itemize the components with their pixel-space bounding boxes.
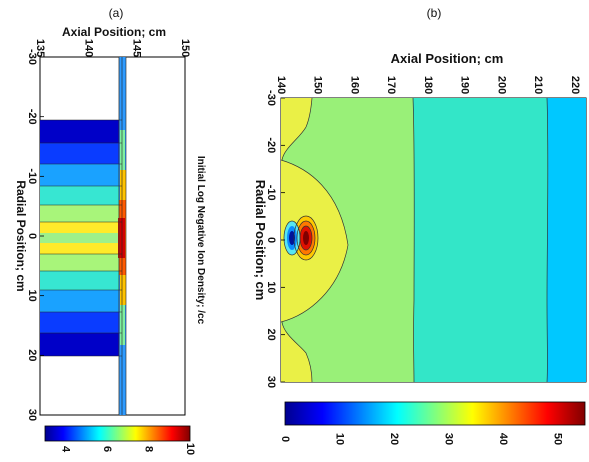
panel-a: (a) Axial Position; cm 135 140 145 150: [14, 6, 206, 455]
x-tick-label: 140: [82, 39, 94, 57]
panel-a-xlabel: Axial Position; cm: [62, 25, 166, 39]
x-tick-label: 180: [422, 76, 434, 94]
panel-a-colorbar-gradient: [44, 425, 191, 442]
y-tick-label: -20: [26, 109, 38, 125]
colorbar-tick-label: 8: [143, 446, 155, 452]
y-tick-label: 0: [26, 233, 38, 239]
panel-a-title: Initial Log Negative Ion Density; /cc: [195, 156, 206, 325]
panel-a-y-ticks: -30 -20 -10 0 10 20 30: [26, 49, 44, 421]
panel-a-contours: [40, 57, 127, 415]
contour-band: [118, 218, 125, 258]
panel-b-xlabel: Axial Position; cm: [391, 51, 504, 66]
y-tick-label: 10: [26, 290, 38, 302]
y-tick-label: 20: [26, 349, 38, 361]
colorbar-tick-label: 10: [184, 443, 196, 455]
panel-a-label: (a): [109, 6, 124, 20]
colorbar-tick-label: 6: [101, 446, 113, 452]
panel-b: (b) Axial Position; cm 140 150 160 170 180 19…: [253, 6, 587, 445]
contour-band: [40, 233, 120, 243]
colorbar-tick-label: 4: [60, 446, 72, 453]
panel-b-plot: [280, 97, 587, 383]
y-tick-label: -10: [26, 168, 38, 184]
y-tick-label: 10: [265, 281, 277, 293]
panel-b-x-ticks: 140 150 160 170 180 190 200 210 220: [275, 76, 581, 102]
colorbar-tick-label: 30: [443, 433, 455, 445]
colorbar-tick-label: 20: [388, 433, 400, 445]
x-tick-label: 220: [569, 76, 581, 94]
contour-lines: [40, 57, 127, 415]
x-tick-label: 140: [275, 76, 287, 94]
panel-b-colorbar-gradient: [284, 401, 586, 426]
x-tick-label: 150: [312, 76, 324, 94]
cold-spot-core: [289, 231, 295, 245]
panel-b-y-ticks: -30 -20 -10 0 10 20 30: [265, 90, 285, 388]
x-tick-label: 190: [459, 76, 471, 94]
contour-lines: [281, 98, 549, 382]
panel-b-ylabel: Radial Position; cm: [253, 180, 268, 301]
y-tick-label: 0: [265, 237, 277, 243]
x-tick-label: 135: [34, 39, 46, 57]
x-tick-label: 150: [179, 39, 191, 57]
panel-a-plot: [39, 56, 186, 416]
y-tick-label: -20: [265, 137, 277, 153]
y-tick-label: -30: [265, 90, 277, 106]
panel-b-contours: [281, 98, 586, 382]
colorbar-tick-label: 50: [552, 433, 564, 445]
panel-b-colorbar-ticks: 0 10 20 30 40 50: [279, 433, 564, 445]
colorbar-tick-label: 40: [497, 433, 509, 445]
panel-a-colorbar-ticks: 4 6 8 10: [60, 443, 196, 455]
colorbar-tick-label: 0: [279, 436, 291, 442]
panel-b-colorbar: 0 10 20 30 40 50: [279, 401, 586, 445]
panel-b-label: (b): [427, 6, 442, 20]
y-tick-label: -30: [26, 49, 38, 65]
y-tick-label: -10: [265, 185, 277, 201]
y-tick-label: 30: [26, 409, 38, 421]
panel-a-colorbar: 4 6 8 10: [44, 425, 196, 455]
x-tick-label: 170: [385, 76, 397, 94]
x-tick-label: 210: [532, 76, 544, 94]
panel-a-ylabel: Radial Position; cm: [14, 180, 28, 291]
colorbar-tick-label: 10: [334, 433, 346, 445]
y-tick-label: 20: [265, 329, 277, 341]
contour-band: [281, 98, 415, 382]
x-tick-label: 145: [131, 39, 143, 57]
hot-spot-core: [303, 231, 309, 245]
x-tick-label: 160: [348, 76, 360, 94]
y-tick-label: 30: [265, 376, 277, 388]
x-tick-label: 200: [495, 76, 507, 94]
